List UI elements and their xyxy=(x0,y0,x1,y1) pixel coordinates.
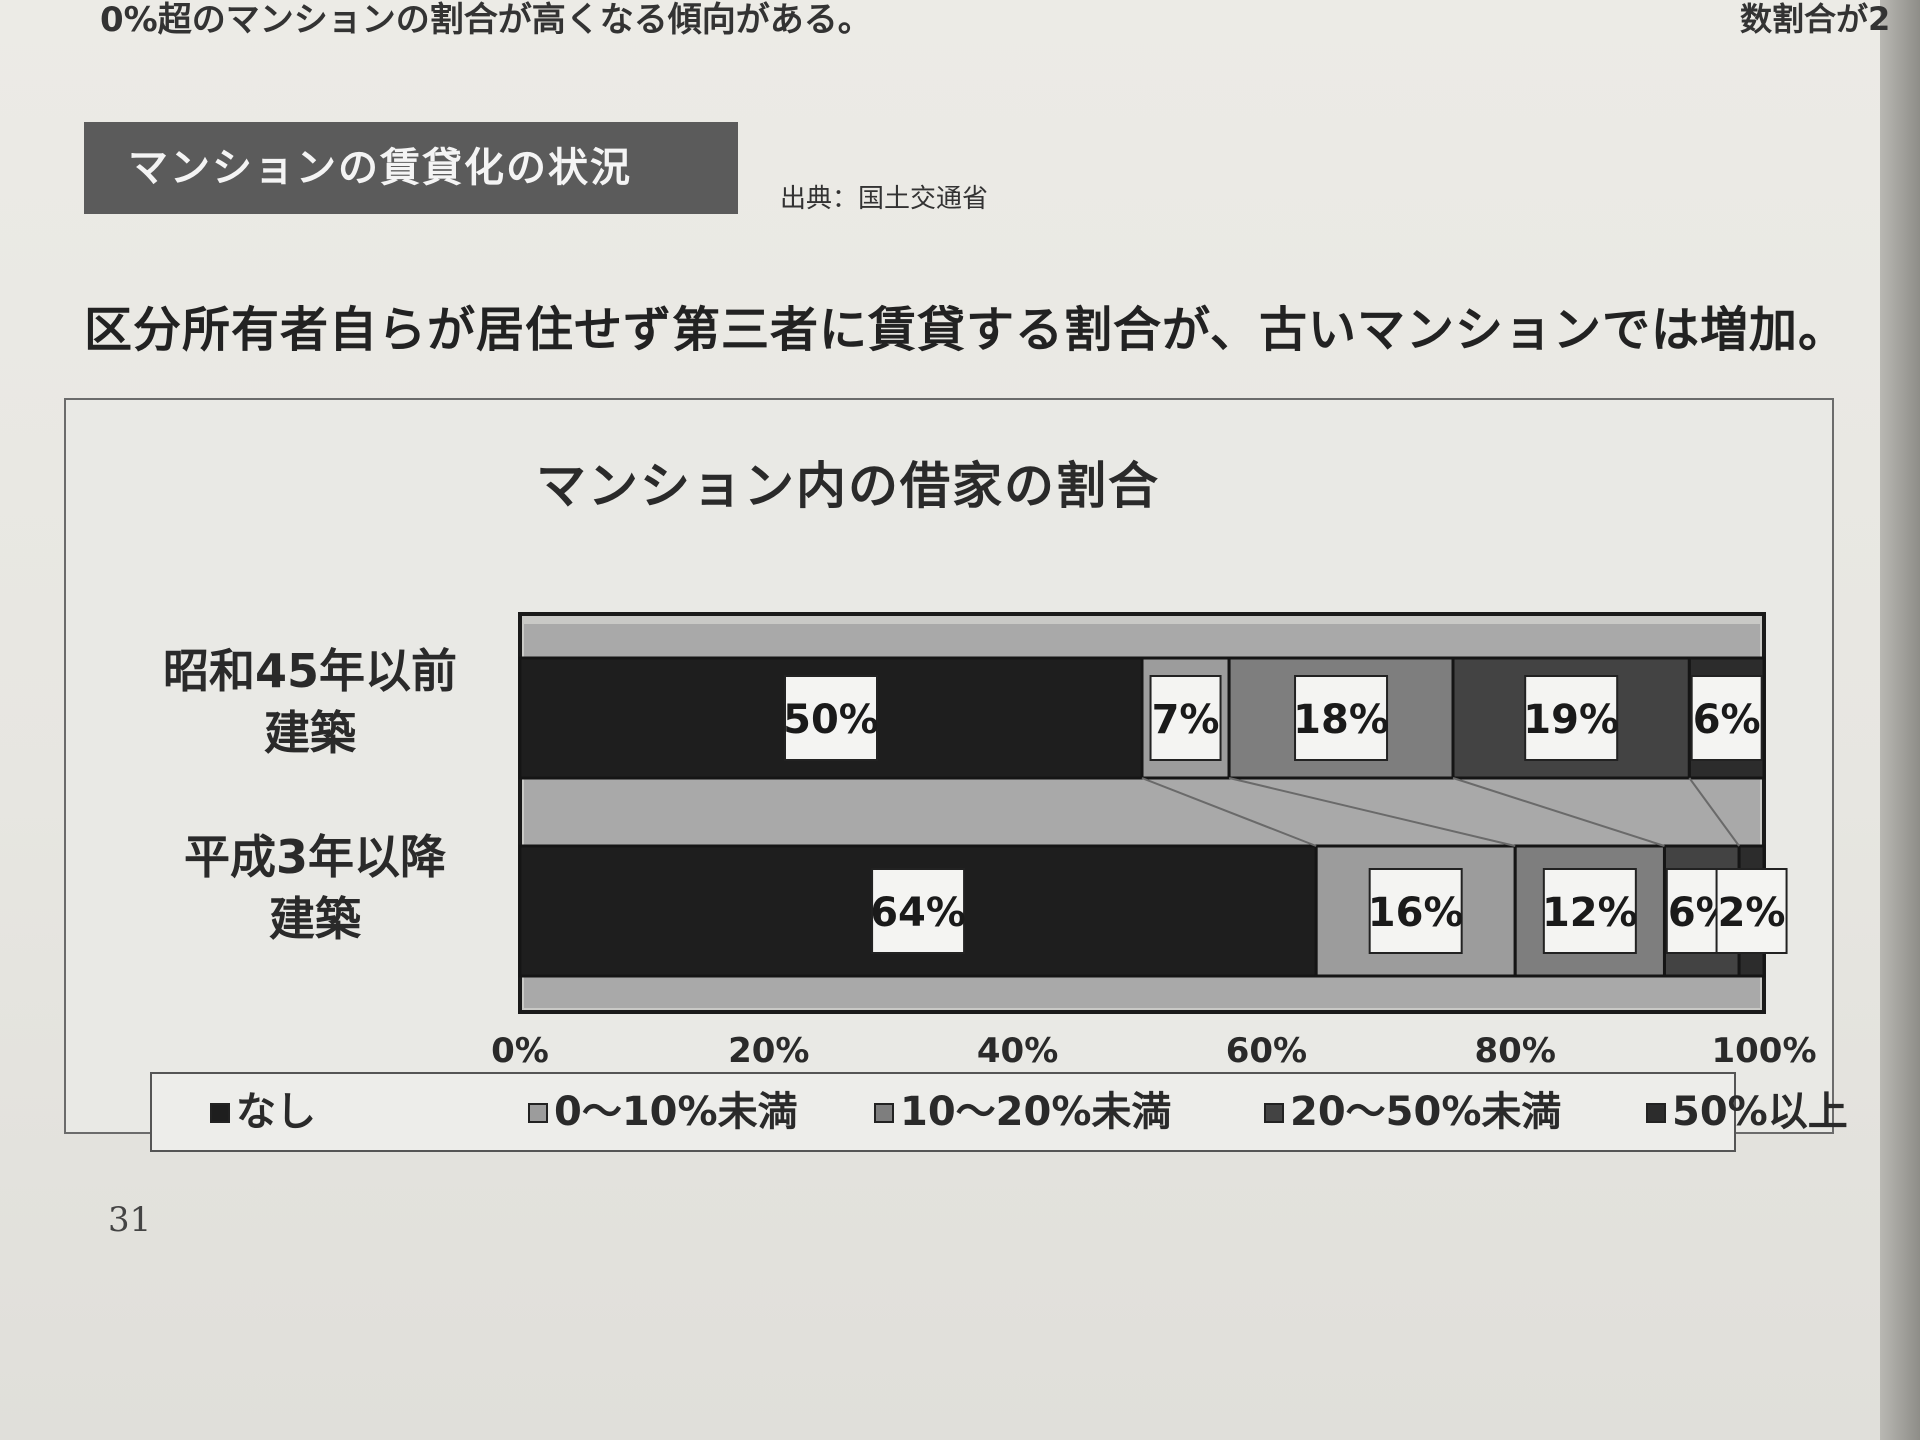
background-track xyxy=(524,624,1760,658)
x-tick-label: 60% xyxy=(1226,1031,1307,1071)
chart-title: マンション内の借家の割合 xyxy=(536,457,1160,515)
page-edge xyxy=(1880,0,1920,1440)
source-note: 出典：国土交通省 xyxy=(780,184,989,214)
legend-label: なし xyxy=(236,1089,316,1135)
series-connector-line xyxy=(1688,777,1740,847)
data-label-box xyxy=(1542,868,1637,954)
legend-label: 20～50%未満 xyxy=(1290,1089,1562,1135)
legend-item: 20～50%未満 xyxy=(1264,1074,1561,1150)
series-connector-line xyxy=(1141,777,1317,847)
x-tick-label: 80% xyxy=(1475,1031,1556,1071)
data-label: 64% xyxy=(870,890,966,936)
legend-swatch xyxy=(210,1103,230,1123)
legend-label: 50%以上 xyxy=(1672,1089,1848,1135)
data-label: 50% xyxy=(783,697,879,743)
page-number: 31 xyxy=(108,1200,152,1240)
legend-swatch xyxy=(1264,1103,1284,1123)
section-header: マンションの賃貸化の状況 xyxy=(84,122,738,214)
legend-label: 10～20%未満 xyxy=(900,1089,1172,1135)
legend-label: 0～10%未満 xyxy=(554,1089,798,1135)
previous-text-fragment: 0%超のマンションの割合が高くなる傾向がある。 xyxy=(100,0,872,40)
data-label: 16% xyxy=(1368,890,1464,936)
data-label-box xyxy=(1690,675,1763,761)
data-label-box xyxy=(871,868,966,954)
data-label: 19% xyxy=(1523,697,1619,743)
data-label: 6% xyxy=(1693,697,1761,743)
category-label-heisei3: 平成3年以降 建築 xyxy=(183,830,446,946)
series-connector-line xyxy=(1452,777,1665,847)
legend-swatch xyxy=(528,1103,548,1123)
data-label: 7% xyxy=(1152,697,1220,743)
legend-item: 50%以上 xyxy=(1646,1074,1848,1150)
data-label: 18% xyxy=(1293,697,1389,743)
data-label-box xyxy=(1524,675,1619,761)
background-track xyxy=(524,976,1760,1008)
data-label-box xyxy=(784,675,878,761)
x-tick-label: 100% xyxy=(1711,1031,1816,1071)
x-tick-label: 20% xyxy=(728,1031,809,1071)
data-label-box xyxy=(1368,868,1463,954)
background-track xyxy=(524,778,1760,846)
data-label-box xyxy=(1294,675,1389,761)
data-label-box xyxy=(1149,675,1222,761)
x-tick-label: 0% xyxy=(491,1031,549,1071)
lead-sentence: 区分所有者自らが居住せず第三者に賃貸する割合が、古いマンションでは増加。 xyxy=(84,302,1848,358)
data-label-box xyxy=(1715,868,1788,954)
legend-swatch xyxy=(1646,1103,1666,1123)
category-label-showa45: 昭和45年以前 建築 xyxy=(162,644,457,760)
data-label: 12% xyxy=(1542,890,1638,936)
legend-item: 10～20%未満 xyxy=(874,1074,1171,1150)
legend-swatch xyxy=(874,1103,894,1123)
chart-legend: なし 0～10%未満 10～20%未満 20～50%未満 50%以上 xyxy=(150,1072,1848,1152)
data-label: 2% xyxy=(1718,890,1786,936)
previous-text-fragment-right: 数割合が2 xyxy=(1740,0,1891,38)
series-connector-line xyxy=(1228,777,1516,847)
x-tick-label: 40% xyxy=(977,1031,1058,1071)
legend-item: 0～10%未満 xyxy=(528,1074,798,1150)
legend-item: なし xyxy=(210,1074,316,1150)
